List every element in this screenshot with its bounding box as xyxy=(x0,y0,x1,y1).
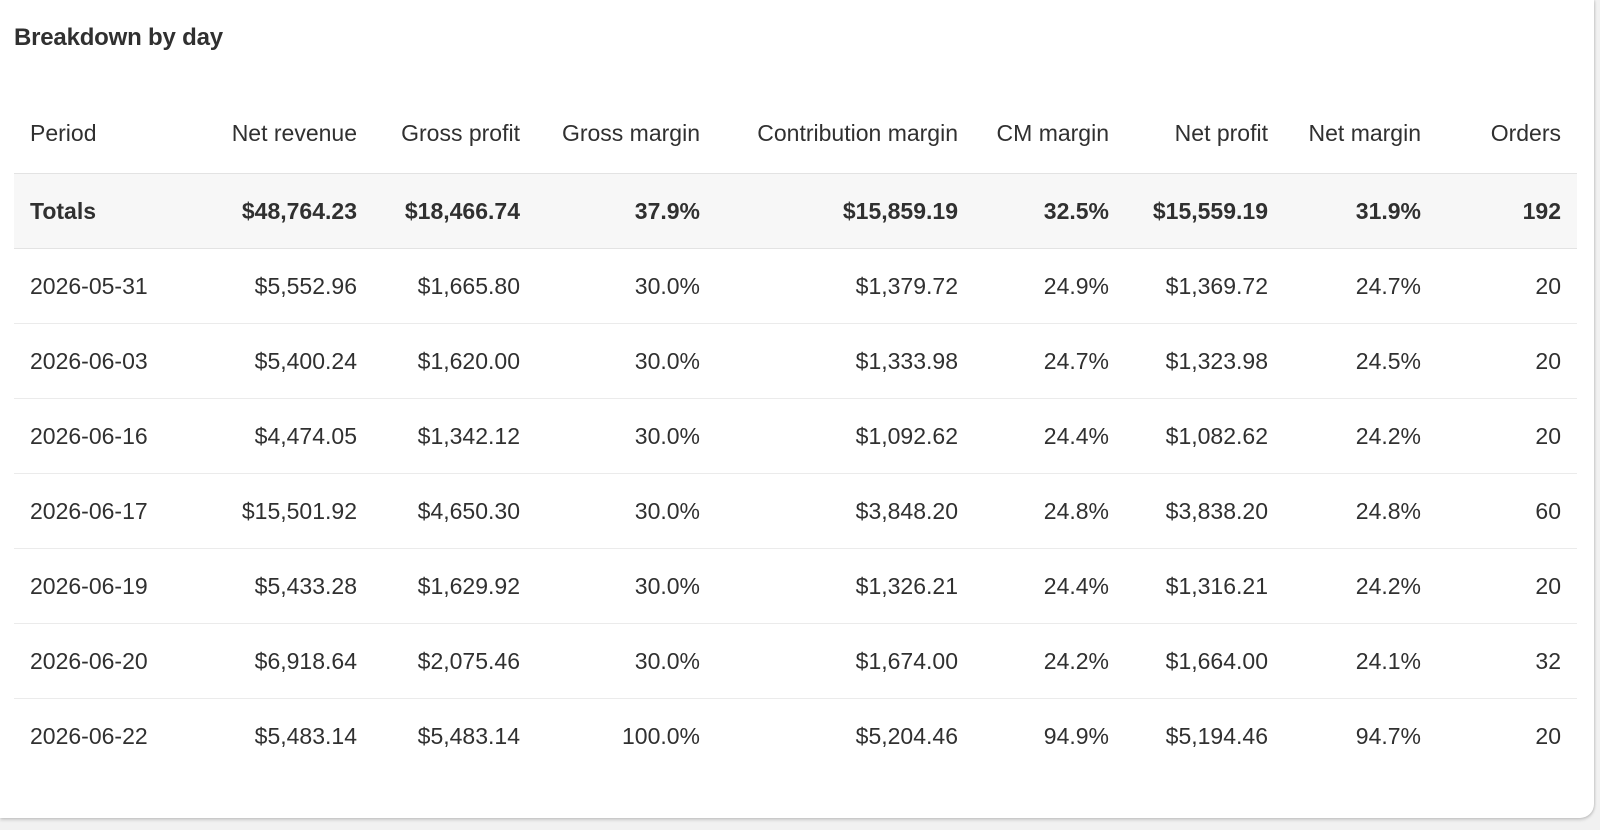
cell-net-profit: $1,082.62 xyxy=(1125,398,1284,474)
cell-orders: 60 xyxy=(1437,473,1577,549)
cell-orders: 20 xyxy=(1437,398,1577,474)
cell-net-margin: 24.2% xyxy=(1284,398,1437,474)
table-row: 2026-06-20 $6,918.64 $2,075.46 30.0% $1,… xyxy=(14,623,1577,699)
cell-period: 2026-06-16 xyxy=(14,398,207,474)
totals-contribution-margin: $15,859.19 xyxy=(716,173,974,249)
cell-net-margin: 24.7% xyxy=(1284,248,1437,324)
totals-label: Totals xyxy=(14,173,207,249)
cell-net-profit: $1,323.98 xyxy=(1125,323,1284,399)
cell-net-profit: $1,664.00 xyxy=(1125,623,1284,699)
column-header-cm-margin[interactable]: CM margin xyxy=(974,94,1125,174)
totals-net-margin: 31.9% xyxy=(1284,173,1437,249)
cell-period: 2026-06-20 xyxy=(14,623,207,699)
totals-row: Totals $48,764.23 $18,466.74 37.9% $15,8… xyxy=(14,173,1577,249)
table-row: 2026-06-03 $5,400.24 $1,620.00 30.0% $1,… xyxy=(14,323,1577,399)
cell-gross-margin: 30.0% xyxy=(536,248,716,324)
cell-contribution-margin: $1,326.21 xyxy=(716,548,974,624)
column-header-orders[interactable]: Orders xyxy=(1437,94,1577,174)
cell-gross-profit: $2,075.46 xyxy=(373,623,536,699)
column-header-net-profit[interactable]: Net profit xyxy=(1125,94,1284,174)
column-header-contribution-margin[interactable]: Contribution margin xyxy=(716,94,974,174)
cell-gross-profit: $1,629.92 xyxy=(373,548,536,624)
totals-net-revenue: $48,764.23 xyxy=(207,173,373,249)
cell-contribution-margin: $1,674.00 xyxy=(716,623,974,699)
cell-gross-profit: $1,665.80 xyxy=(373,248,536,324)
table-row: 2026-06-19 $5,433.28 $1,629.92 30.0% $1,… xyxy=(14,548,1577,624)
cell-net-margin: 24.5% xyxy=(1284,323,1437,399)
cell-net-profit: $1,369.72 xyxy=(1125,248,1284,324)
header-row: Period Net revenue Gross profit Gross ma… xyxy=(14,94,1577,174)
table-row: 2026-06-16 $4,474.05 $1,342.12 30.0% $1,… xyxy=(14,398,1577,474)
table-row: 2026-06-22 $5,483.14 $5,483.14 100.0% $5… xyxy=(14,699,1577,774)
cell-orders: 20 xyxy=(1437,548,1577,624)
cell-cm-margin: 94.9% xyxy=(1043,722,1109,749)
cell-orders: 20 xyxy=(1437,323,1577,399)
cell-gross-profit: $1,342.12 xyxy=(373,398,536,474)
cell-net-profit: $3,838.20 xyxy=(1125,473,1284,549)
cell-gross-margin: 30.0% xyxy=(536,548,716,624)
cell-period: 2026-05-31 xyxy=(14,248,207,324)
cell-net-revenue: $5,552.96 xyxy=(207,248,373,324)
cell-cm-margin: 24.4% xyxy=(974,398,1125,474)
table-row: 2026-06-17 $15,501.92 $4,650.30 30.0% $3… xyxy=(14,473,1577,549)
cell-net-margin: 24.2% xyxy=(1284,548,1437,624)
cell-cm-margin: 24.4% xyxy=(974,548,1125,624)
cell-period: 2026-06-03 xyxy=(14,323,207,399)
cell-contribution-margin: $1,333.98 xyxy=(716,323,974,399)
cell-period: 2026-06-17 xyxy=(14,473,207,549)
cell-period: 2026-06-19 xyxy=(14,548,207,624)
cell-orders: 20 xyxy=(1535,722,1561,749)
cell-cm-margin: 24.7% xyxy=(974,323,1125,399)
column-header-period[interactable]: Period xyxy=(14,94,207,174)
table-row: 2026-05-31 $5,552.96 $1,665.80 30.0% $1,… xyxy=(14,248,1577,324)
card-title: Breakdown by day xyxy=(14,24,223,51)
totals-gross-profit: $18,466.74 xyxy=(373,173,536,249)
cell-net-margin: 94.7% xyxy=(1355,722,1421,749)
cell-net-margin: 24.8% xyxy=(1284,473,1437,549)
cell-net-margin: 24.1% xyxy=(1284,623,1437,699)
cell-gross-margin: 30.0% xyxy=(536,473,716,549)
cell-cm-margin: 24.8% xyxy=(974,473,1125,549)
cell-gross-profit: $4,650.30 xyxy=(373,473,536,549)
totals-orders: 192 xyxy=(1437,173,1577,249)
column-header-net-revenue[interactable]: Net revenue xyxy=(207,94,373,174)
cell-contribution-margin: $3,848.20 xyxy=(716,473,974,549)
cell-gross-profit: $1,620.00 xyxy=(373,323,536,399)
cell-gross-margin: 30.0% xyxy=(536,623,716,699)
cell-cm-margin: 24.9% xyxy=(974,248,1125,324)
cell-cm-margin: 24.2% xyxy=(974,623,1125,699)
breakdown-table: Period Net revenue Gross profit Gross ma… xyxy=(14,94,1577,773)
cell-gross-margin: 100.0% xyxy=(621,722,700,749)
cell-net-profit: $5,194.46 xyxy=(1165,722,1268,749)
totals-net-profit: $15,559.19 xyxy=(1125,173,1284,249)
cell-orders: 20 xyxy=(1437,248,1577,324)
cell-net-revenue: $4,474.05 xyxy=(207,398,373,474)
cell-contribution-margin: $5,204.46 xyxy=(855,722,958,749)
cell-net-revenue: $5,400.24 xyxy=(207,323,373,399)
column-header-net-margin[interactable]: Net margin xyxy=(1284,94,1437,174)
cell-contribution-margin: $1,379.72 xyxy=(716,248,974,324)
cell-gross-profit: $5,483.14 xyxy=(417,722,520,749)
totals-cm-margin: 32.5% xyxy=(974,173,1125,249)
cell-net-revenue: $5,483.14 xyxy=(254,722,357,749)
cell-net-revenue: $6,918.64 xyxy=(207,623,373,699)
cell-orders: 32 xyxy=(1437,623,1577,699)
cell-net-profit: $1,316.21 xyxy=(1125,548,1284,624)
cell-gross-margin: 30.0% xyxy=(536,398,716,474)
cell-contribution-margin: $1,092.62 xyxy=(716,398,974,474)
cell-period: 2026-06-22 xyxy=(30,722,148,749)
column-header-gross-profit[interactable]: Gross profit xyxy=(373,94,536,174)
cell-net-revenue: $15,501.92 xyxy=(207,473,373,549)
column-header-gross-margin[interactable]: Gross margin xyxy=(536,94,716,174)
cell-gross-margin: 30.0% xyxy=(536,323,716,399)
cell-net-revenue: $5,433.28 xyxy=(207,548,373,624)
totals-gross-margin: 37.9% xyxy=(536,173,716,249)
